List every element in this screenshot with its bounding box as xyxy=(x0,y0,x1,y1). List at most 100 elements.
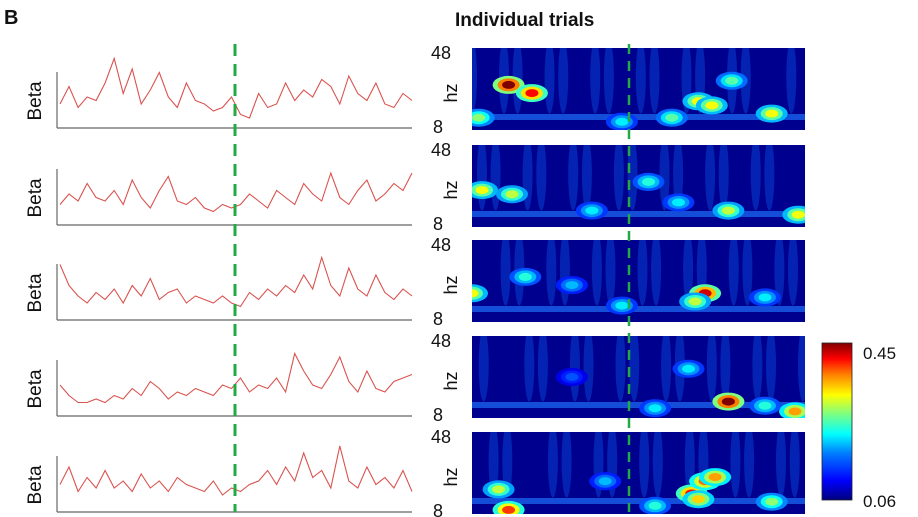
hz-tick-bottom: 8 xyxy=(433,309,443,329)
spectrogram-texture xyxy=(537,336,548,402)
spectrogram-low-band xyxy=(472,114,805,120)
spectrogram-hotspot xyxy=(525,89,539,98)
spectrogram-hotspot xyxy=(672,198,685,207)
spectrogram-texture xyxy=(742,240,753,306)
hz-ylabel: hz xyxy=(441,371,461,390)
hz-tick-bottom: 8 xyxy=(433,501,443,517)
spectrogram-hotspot xyxy=(502,505,516,514)
beta-ylabel: Beta xyxy=(25,273,46,313)
spectrogram-texture xyxy=(786,48,797,114)
spectrogram-texture xyxy=(776,432,786,498)
hz-tick-bottom: 8 xyxy=(433,405,443,425)
spectrogram-hotspot xyxy=(505,190,519,199)
spectrogram-hotspot xyxy=(725,76,739,85)
spectrogram-texture xyxy=(544,48,555,114)
spectrogram-hotspot xyxy=(665,113,679,122)
hz-ylabel: hz xyxy=(441,275,461,294)
spectrogram-hotspot xyxy=(472,113,486,122)
spectrogram-texture xyxy=(798,336,805,402)
spectrogram-hotspot xyxy=(648,404,662,413)
hz-tick-top: 48 xyxy=(431,140,451,160)
spectrogram-texture xyxy=(788,240,798,306)
spectrogram-trial-1 xyxy=(472,48,805,130)
spectrogram-texture xyxy=(629,336,640,402)
beta-ylabel: Beta xyxy=(25,465,46,505)
spectrogram-texture xyxy=(659,145,670,211)
spectrogram-texture xyxy=(639,432,650,498)
spectrogram-texture xyxy=(683,240,694,306)
spectrogram-texture xyxy=(637,240,648,306)
spectrogram-texture xyxy=(744,432,755,498)
spectrogram-low-band xyxy=(472,498,805,504)
hz-tick-bottom: 8 xyxy=(433,117,443,137)
spectrogram-hotspot xyxy=(475,186,489,195)
colorbar: 0.45 0.06 xyxy=(821,342,896,511)
spectrogram-hotspot xyxy=(705,101,719,110)
spectrogram-trial-5 xyxy=(472,432,805,514)
spectrogram-texture xyxy=(766,336,776,402)
spectrogram-texture xyxy=(789,432,800,498)
spectrogram-texture xyxy=(546,240,557,306)
spectrogram-hotspot xyxy=(585,206,599,215)
spectrogram-hotspot xyxy=(615,301,629,310)
spectrogram-texture xyxy=(764,145,775,211)
spectrogram-texture xyxy=(627,145,638,211)
spectrogram-hotspot xyxy=(721,206,735,215)
hz-tick-top: 48 xyxy=(431,427,451,447)
spectrogram-texture xyxy=(591,240,602,306)
spectrogram-hotspot xyxy=(682,364,695,373)
spectrogram-texture xyxy=(536,145,547,211)
colorbar-max-label: 0.45 xyxy=(863,344,896,363)
spectrogram-texture xyxy=(706,336,717,402)
spectrogram-hotspot xyxy=(721,397,735,406)
spectrogram-hotspot xyxy=(565,281,579,290)
hz-tick-top: 48 xyxy=(431,235,451,255)
spectrogram-texture xyxy=(569,336,580,402)
spectrogram-hotspot xyxy=(758,293,772,302)
spectrogram-texture xyxy=(568,145,579,211)
spectrogram-low-band xyxy=(472,306,805,312)
spectrogram-trial-2 xyxy=(472,145,805,227)
spectrogram-texture xyxy=(478,336,489,402)
spectrogram-hotspot xyxy=(518,272,532,281)
spectrogram-texture xyxy=(524,336,535,402)
spectrogram-texture xyxy=(774,240,785,306)
spectrogram-hotspot xyxy=(598,477,612,486)
spectrogram-hotspot xyxy=(615,117,629,126)
spectrogram-hotspot xyxy=(791,210,805,219)
spectrogram-texture xyxy=(613,145,624,211)
beta-trace-trial-4 xyxy=(59,351,413,404)
spectrogram-texture xyxy=(581,145,592,211)
figure-title: Individual trials xyxy=(455,10,594,31)
spectrogram-texture xyxy=(635,48,646,114)
spectrogram-texture xyxy=(561,432,572,498)
spectrogram-texture xyxy=(490,145,501,211)
spectrogram-texture xyxy=(605,240,616,306)
spectrogram-texture xyxy=(649,48,660,114)
spectrogram-hotspot xyxy=(565,373,579,381)
spectrogram-texture xyxy=(615,336,626,402)
spectrogram-hotspot xyxy=(472,289,479,298)
beta-trace-panels: Beta Beta Beta Beta Beta xyxy=(25,56,413,513)
spectrogram-texture xyxy=(661,336,672,402)
spectrogram-texture xyxy=(558,48,569,114)
spectrogram-texture xyxy=(603,48,614,114)
spectrogram-texture xyxy=(750,145,761,211)
hz-ylabel: hz xyxy=(441,83,461,102)
colorbar-min-label: 0.06 xyxy=(863,492,896,511)
spectrogram-texture xyxy=(477,145,487,211)
spectrogram-texture xyxy=(718,145,729,211)
spectrogram-hotspot xyxy=(758,401,772,410)
spectrogram-hotspot xyxy=(502,80,516,89)
spectrogram-hotspot xyxy=(708,473,722,482)
beta-ylabel: Beta xyxy=(25,178,46,218)
beta-ylabel: Beta xyxy=(25,81,46,121)
spectrogram-hotspot xyxy=(765,109,779,118)
spectrogram-low-band xyxy=(472,402,805,408)
spectrogram-trial-4 xyxy=(472,336,805,418)
spectrogram-texture xyxy=(500,240,511,306)
spectrogram-hotspot xyxy=(648,501,662,510)
spectrogram-texture xyxy=(472,48,477,114)
spectrogram-hotspot xyxy=(642,177,655,186)
